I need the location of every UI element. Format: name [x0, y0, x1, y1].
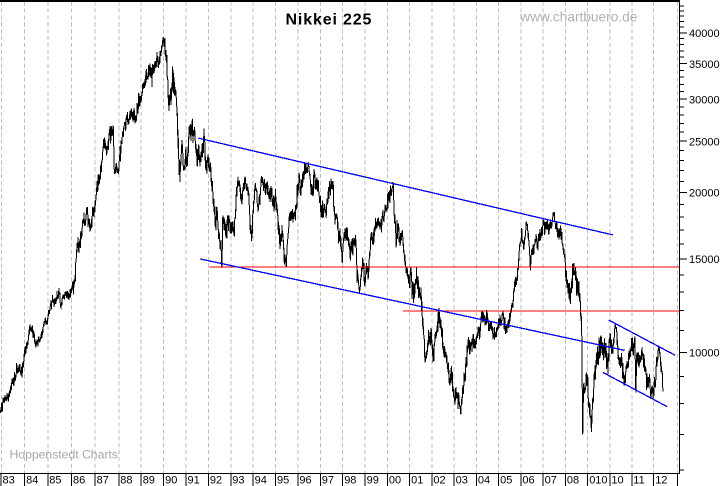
svg-text:85: 85	[49, 475, 61, 486]
svg-text:40000: 40000	[689, 28, 720, 40]
svg-text:97: 97	[322, 475, 334, 486]
svg-text:87: 87	[97, 475, 109, 486]
svg-text:02: 02	[433, 475, 445, 486]
svg-text:89: 89	[143, 475, 155, 486]
svg-text:Nikkei 225: Nikkei 225	[286, 12, 373, 29]
svg-text:96: 96	[299, 475, 311, 486]
svg-text:84: 84	[26, 475, 38, 486]
svg-text:93: 93	[232, 475, 244, 486]
svg-text:98: 98	[344, 475, 356, 486]
svg-text:95: 95	[277, 475, 289, 486]
svg-text:07: 07	[545, 475, 557, 486]
svg-text:08: 08	[567, 475, 579, 486]
svg-text:88: 88	[120, 475, 132, 486]
svg-text:Hoppenstedt Charts: Hoppenstedt Charts	[10, 448, 118, 462]
svg-text:94: 94	[255, 475, 267, 486]
svg-text:99: 99	[367, 475, 379, 486]
svg-text:00: 00	[389, 475, 401, 486]
svg-text:10: 10	[611, 475, 623, 486]
svg-text:91: 91	[188, 475, 200, 486]
svg-text:04: 04	[478, 475, 490, 486]
svg-text:10000: 10000	[689, 347, 720, 359]
svg-text:30000: 30000	[689, 94, 720, 106]
svg-text:12: 12	[655, 475, 667, 486]
svg-text:20000: 20000	[689, 188, 720, 200]
svg-text:010: 010	[589, 475, 607, 486]
svg-text:25000: 25000	[689, 136, 720, 148]
svg-text:11: 11	[633, 475, 644, 486]
svg-text:86: 86	[73, 475, 85, 486]
svg-text:15000: 15000	[689, 254, 720, 266]
svg-text:05: 05	[500, 475, 512, 486]
svg-text:90: 90	[165, 475, 177, 486]
svg-text:35000: 35000	[689, 59, 720, 71]
svg-text:06: 06	[522, 475, 534, 486]
svg-text:83: 83	[3, 475, 15, 486]
svg-text:03: 03	[456, 475, 468, 486]
svg-text:01: 01	[411, 475, 423, 486]
svg-text:92: 92	[210, 475, 222, 486]
svg-text:www.chartbuero.de: www.chartbuero.de	[519, 9, 637, 24]
